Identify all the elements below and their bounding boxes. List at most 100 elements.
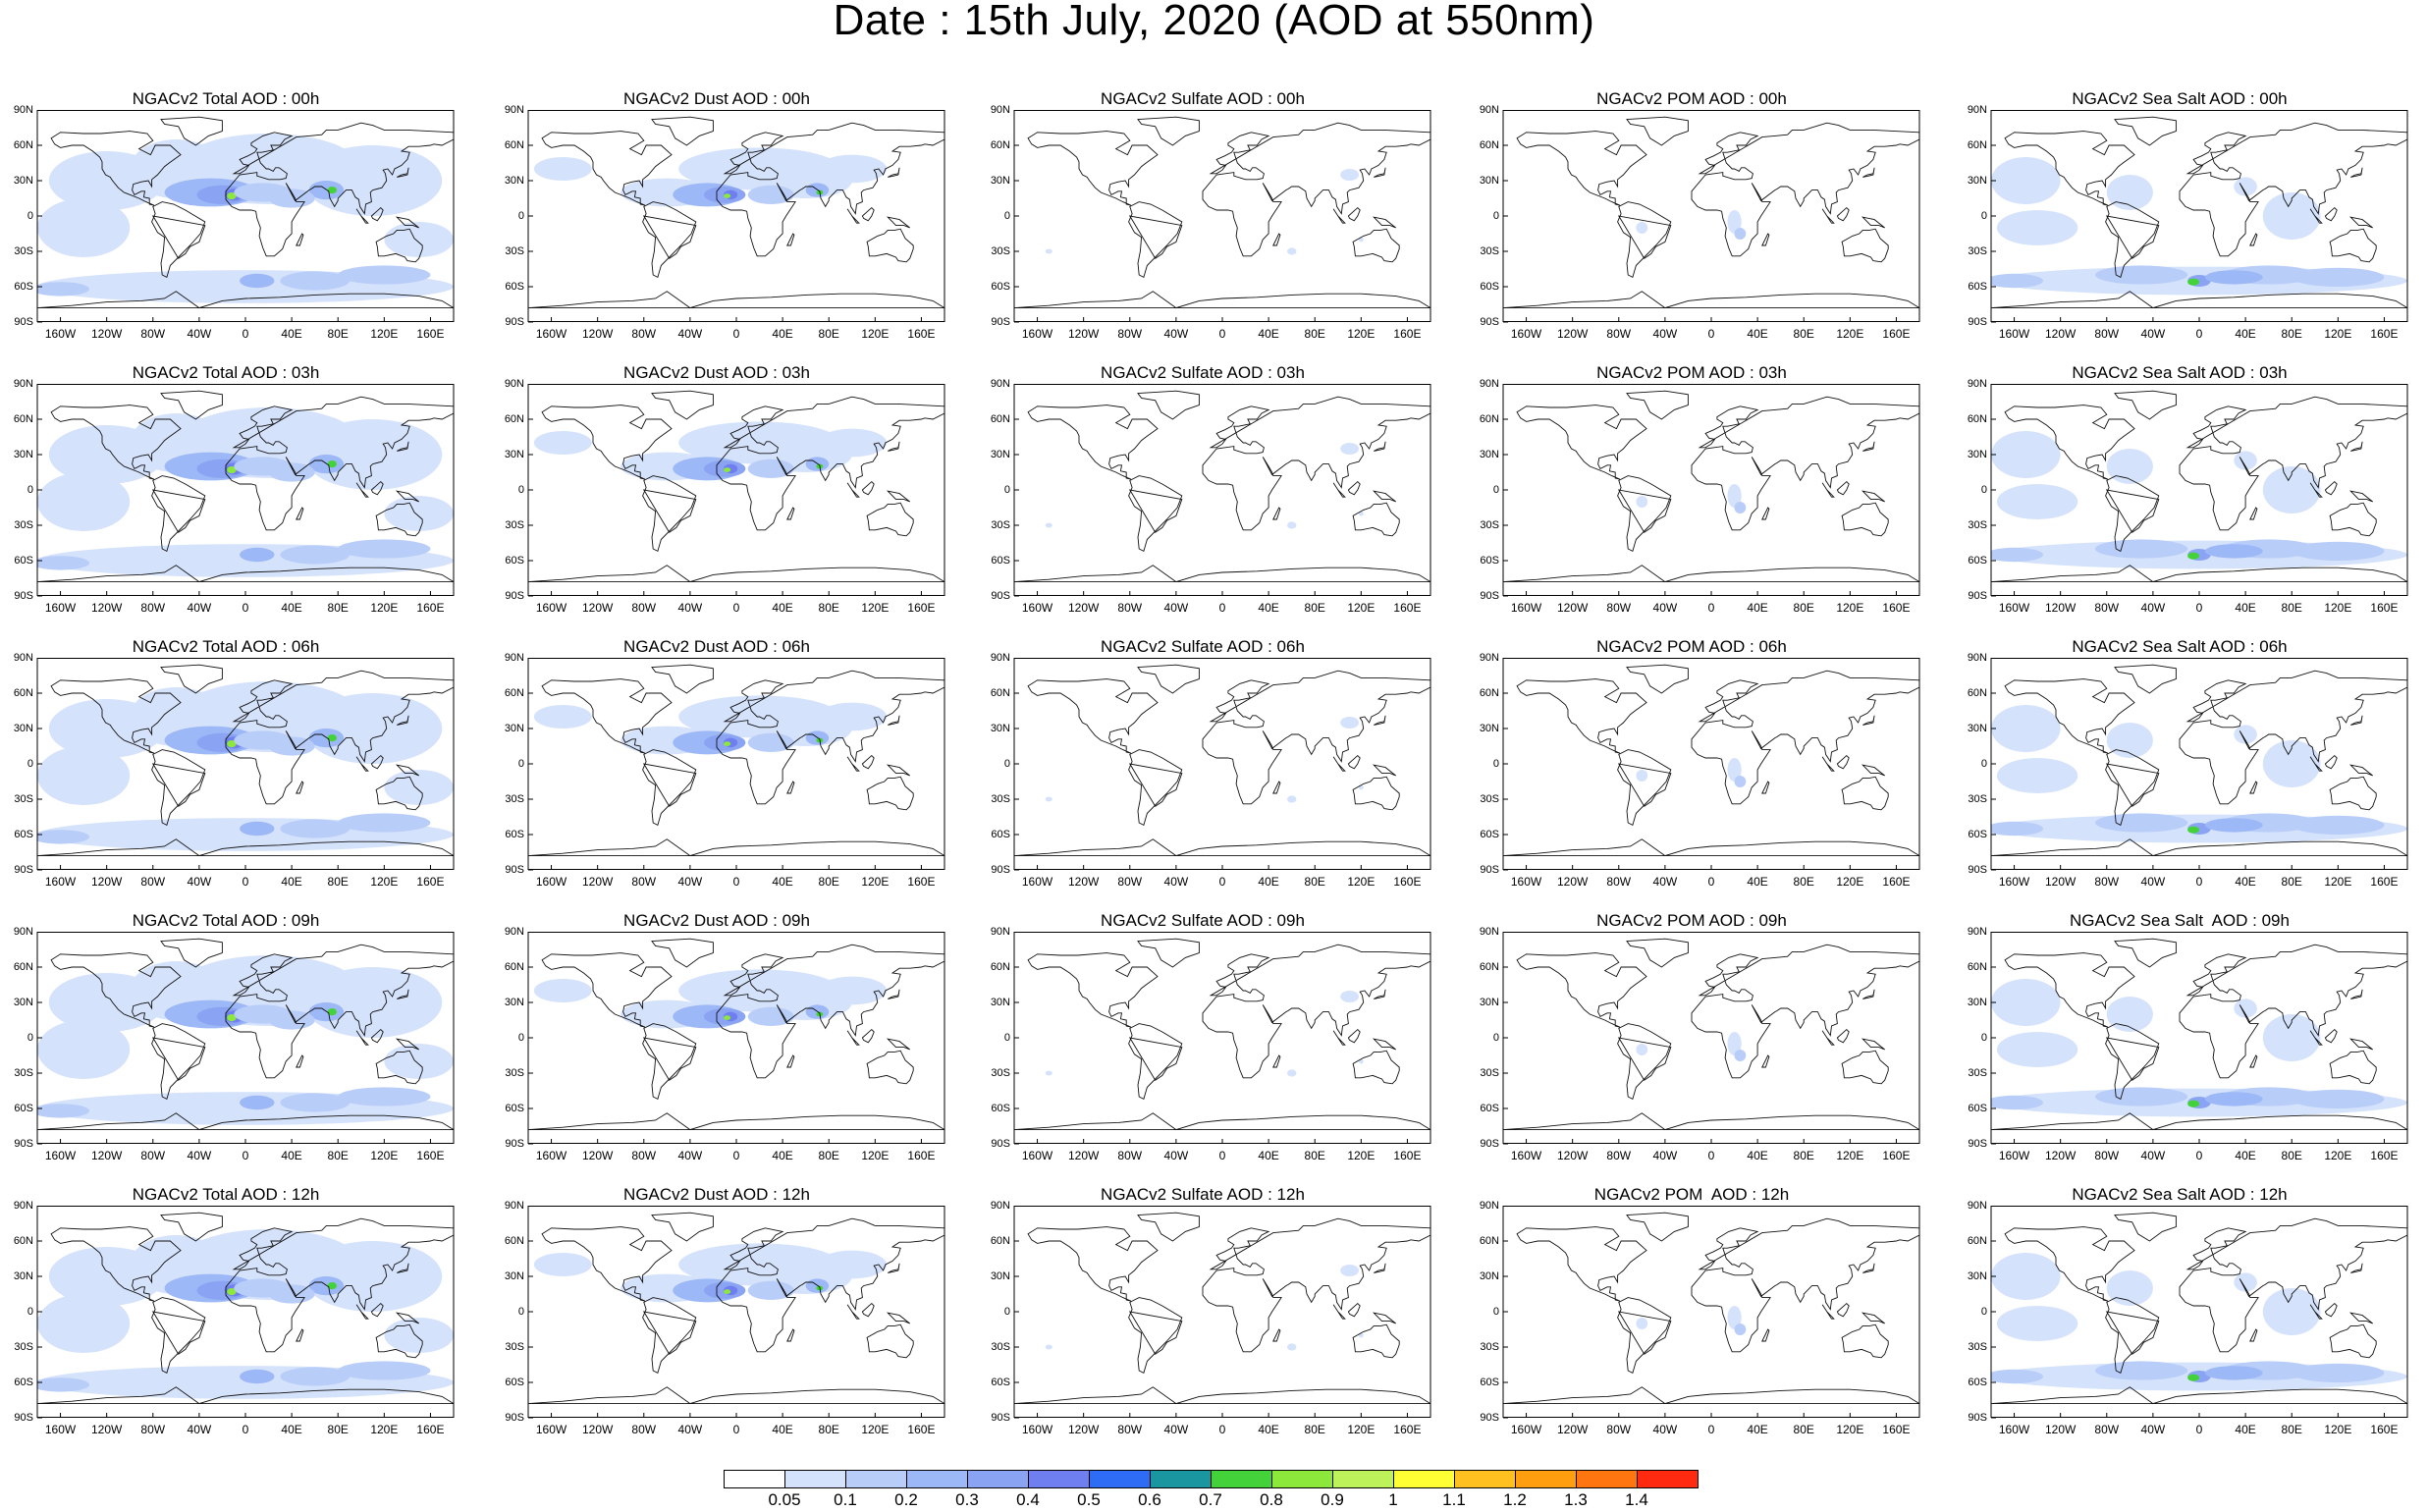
panel-title: NGACv2 Sulfate AOD : 09h	[1101, 911, 1305, 930]
coastline	[651, 664, 714, 694]
lon-tick-label: 80W	[1606, 601, 1632, 615]
map-panel: NGACv2 Sea Salt AOD : 00h 90N 60N 30N 0 30S 60…	[1954, 90, 2408, 341]
lon-tick-label: 120W	[1067, 1423, 1100, 1436]
lon-tick-label: 120W	[1067, 875, 1100, 889]
coastline	[50, 131, 182, 206]
lon-tick-label: 40W	[677, 601, 703, 615]
lat-tick-label: 30N	[990, 175, 1010, 187]
coastline	[1861, 1038, 1885, 1051]
coastline	[2249, 1054, 2258, 1068]
coastline	[355, 756, 369, 772]
coastline	[1626, 938, 1689, 968]
lat-tick-label: 30N	[990, 1270, 1010, 1282]
lon-tick-label: 0	[2195, 1423, 2203, 1436]
lon-tick-label: 120E	[861, 1423, 890, 1436]
map-panel: NGACv2 Sea Salt AOD : 09h 90N 60N 30N 0 30S 60…	[1954, 912, 2408, 1162]
lat-tick-label: 30S	[1968, 245, 1987, 257]
lat-tick-label: 0	[1492, 758, 1499, 770]
aod-region	[817, 428, 888, 458]
lat-tick-label: 90S	[1480, 590, 1499, 602]
lat-tick-label: 30N	[504, 723, 524, 734]
lat-tick-label: 60N	[504, 1235, 524, 1247]
coastline	[861, 1028, 875, 1044]
coastline	[2350, 715, 2363, 726]
coastline	[296, 1054, 304, 1068]
coastline	[716, 670, 944, 805]
lon-tick-label: 40E	[1747, 601, 1768, 615]
aod-region	[1996, 210, 2078, 245]
map-frame	[527, 932, 945, 1144]
coastline	[151, 475, 206, 553]
coastline	[1991, 565, 2407, 583]
lon-tick-label: 0	[1218, 1149, 1226, 1162]
coastline	[1516, 952, 1647, 1028]
lat-tick-label: 60S	[1480, 829, 1499, 840]
coastline	[50, 952, 182, 1028]
lon-tick-label: 120W	[581, 1149, 614, 1162]
coastline	[296, 781, 304, 794]
aod-region	[384, 770, 454, 805]
lon-tick-label: 0	[1707, 1423, 1715, 1436]
lat-tick-label: 0	[27, 484, 33, 496]
colorbar-label: 0.6	[1138, 1490, 1161, 1509]
coastline	[2309, 482, 2323, 498]
aod-region	[2262, 740, 2321, 787]
aod-region	[2106, 175, 2153, 210]
aod-region	[280, 271, 351, 291]
lon-tick-label: 120E	[861, 327, 890, 341]
coastline	[716, 396, 944, 531]
coastline	[1516, 131, 1647, 206]
aod-region	[533, 979, 592, 1002]
aod-region	[280, 1367, 351, 1386]
lon-tick-label: 80W	[1117, 875, 1143, 889]
lon-tick-label: 80W	[1606, 327, 1632, 341]
aod-region	[1991, 273, 2043, 289]
aod-region	[2262, 1014, 2321, 1061]
coastline	[1014, 291, 1430, 309]
coastline	[160, 390, 223, 420]
coastline	[1332, 482, 1346, 498]
map-panel: NGACv2 Sulfate AOD : 06h 90N 60N 30N 0 30S 60S…	[977, 638, 1431, 889]
lon-tick-label: 160E	[416, 1423, 445, 1436]
coastline	[151, 1023, 206, 1101]
lat-tick-label: 30N	[1967, 997, 1987, 1008]
coastline	[1861, 490, 1885, 503]
coastline	[642, 1037, 697, 1081]
lat-tick-label: 60S	[1480, 1103, 1499, 1114]
coastline	[861, 754, 875, 770]
lon-tick-label: 160E	[2370, 601, 2399, 615]
panel-title: NGACv2 POM AOD : 12h	[1593, 1185, 1790, 1204]
lon-tick-label: 160E	[1882, 327, 1911, 341]
lon-tick-label: 120E	[1347, 1423, 1376, 1436]
aod-region	[1734, 502, 1747, 513]
map-panel: NGACv2 POM AOD : 00h 90N 60N 30N 0 30S 60S 90S 1…	[1466, 90, 1920, 341]
lat-tick-label: 30S	[505, 245, 524, 257]
coastline	[541, 952, 673, 1028]
lon-tick-label: 160E	[1393, 327, 1422, 341]
lat-tick-label: 60N	[504, 139, 524, 151]
lon-tick-label: 120E	[1347, 1149, 1376, 1162]
coastline	[355, 482, 369, 498]
coastline	[1372, 216, 1396, 229]
lon-tick-label: 120E	[2324, 327, 2352, 341]
aod-region	[2292, 1089, 2385, 1108]
lat-tick-label: 30N	[504, 449, 524, 460]
coastline	[1691, 1217, 1919, 1353]
lon-tick-label: 80W	[2094, 601, 2120, 615]
map-panel: NGACv2 Dust AOD : 03h 90N 60N 30N 0 30S 60S 90S…	[491, 364, 945, 615]
colorbar-label: 1	[1388, 1490, 1398, 1509]
coastline	[866, 1323, 914, 1359]
lat-tick-label: 60S	[991, 829, 1010, 840]
coastline	[296, 1328, 304, 1342]
lon-tick-label: 80E	[1793, 327, 1814, 341]
world-map	[36, 932, 455, 1145]
lon-tick-label: 160W	[1510, 1423, 1542, 1436]
lon-tick-label: 160W	[44, 327, 77, 341]
coastline	[2350, 167, 2363, 178]
map-panel: NGACv2 Dust AOD : 06h 90N 60N 30N 0 30S 60S 90S…	[491, 638, 945, 889]
coastline	[886, 216, 910, 229]
panel-title: NGACv2 Total AOD : 09h	[132, 911, 320, 930]
coastline	[1991, 1386, 2407, 1405]
aod-region	[2187, 278, 2199, 286]
lat-tick-label: 90N	[1967, 926, 1987, 938]
